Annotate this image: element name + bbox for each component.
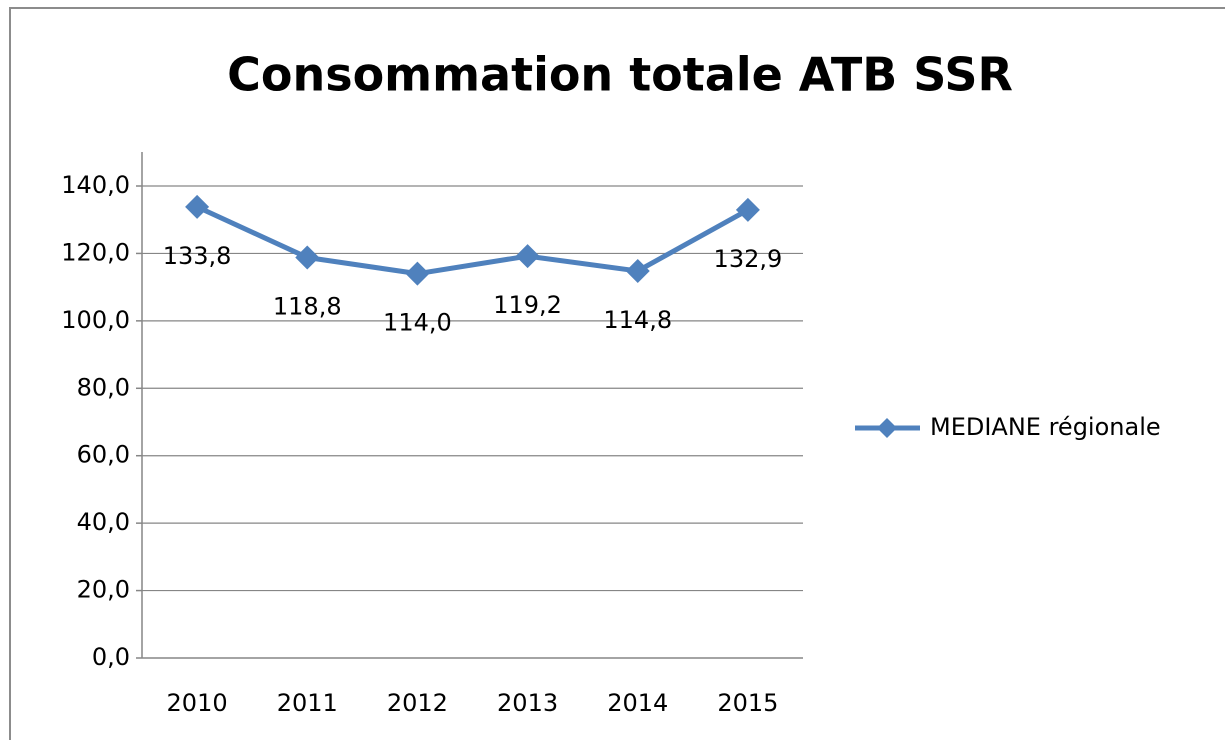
marker [185, 194, 210, 219]
x-tick-label: 2010 [167, 689, 228, 717]
y-tick-label: 120,0 [61, 238, 130, 266]
x-tick-label: 2012 [387, 689, 448, 717]
y-tick-label: 20,0 [77, 576, 130, 604]
y-tick-label: 80,0 [77, 373, 130, 401]
data-label: 119,2 [493, 291, 562, 319]
x-tick-label: 2011 [277, 689, 338, 717]
marker [625, 258, 650, 283]
y-tick-label: 40,0 [77, 508, 130, 536]
data-label: 133,8 [163, 242, 232, 270]
x-tick-label: 2015 [717, 689, 778, 717]
y-tick-label: 0,0 [92, 643, 130, 671]
chart-frame [9, 7, 1225, 740]
marker [735, 197, 760, 222]
x-tick-label: 2014 [607, 689, 668, 717]
line [196, 204, 750, 277]
y-tick-label: 100,0 [61, 306, 130, 334]
marker [515, 244, 540, 269]
data-label: 132,9 [714, 245, 783, 273]
legend-label: MEDIANE régionale [930, 413, 1161, 441]
marker [295, 245, 320, 270]
data-label: 114,8 [603, 306, 672, 334]
y-tick-label: 60,0 [77, 441, 130, 469]
y-tick-label: 140,0 [61, 171, 130, 199]
data-label: 114,0 [383, 309, 452, 337]
legend-marker [877, 418, 897, 438]
x-tick-label: 2013 [497, 689, 558, 717]
data-label: 118,8 [273, 292, 342, 320]
chart-title: Consommation totale ATB SSR [227, 48, 1013, 102]
marker [405, 261, 430, 286]
